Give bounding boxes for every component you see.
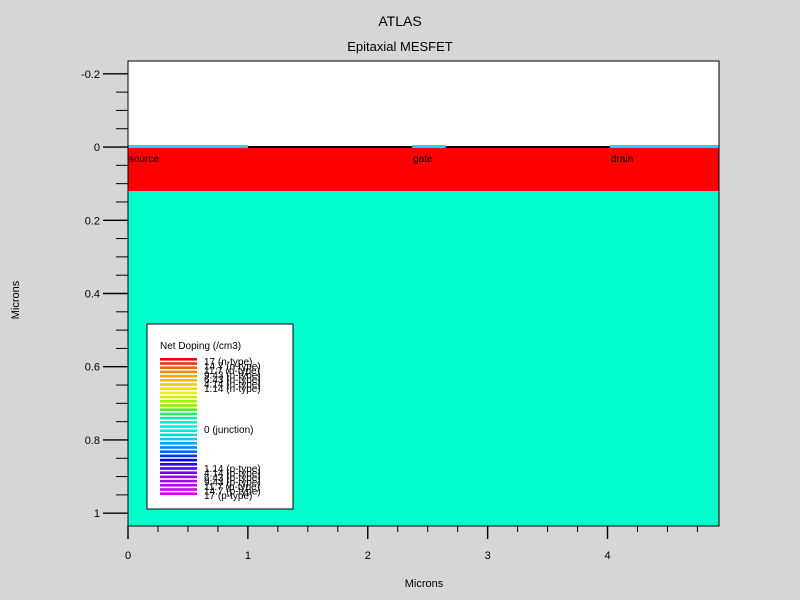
legend-label-n-type: 9.43 (n-type) bbox=[204, 371, 261, 382]
legend-swatch bbox=[160, 374, 197, 378]
legend-swatch bbox=[160, 408, 197, 411]
contact-drain bbox=[609, 145, 719, 149]
legend-swatch bbox=[160, 437, 197, 441]
legend-swatch bbox=[160, 492, 197, 495]
legend-swatch bbox=[160, 433, 197, 437]
x-tick-label: 1 bbox=[245, 550, 251, 562]
legend-swatch bbox=[160, 429, 197, 432]
legend-label-n-type: 17 (n-type) bbox=[204, 357, 252, 368]
y-tick-label: 0.6 bbox=[85, 362, 100, 374]
x-tick-label: 4 bbox=[604, 550, 610, 562]
legend-label-p-type: 6.43 (p-type) bbox=[204, 473, 261, 484]
x-tick-label: 3 bbox=[485, 550, 491, 562]
legend-swatch bbox=[160, 383, 197, 386]
legend-swatch bbox=[160, 387, 197, 390]
legend-swatch bbox=[160, 479, 197, 483]
legend-swatch bbox=[160, 442, 197, 445]
chart-subtitle: Epitaxial MESFET bbox=[347, 39, 453, 54]
region-n-type-epitaxial-layer bbox=[128, 147, 719, 191]
legend-swatch bbox=[160, 458, 197, 462]
legend-swatch bbox=[160, 450, 197, 453]
x-axis-label: Microns bbox=[404, 578, 444, 590]
legend-label-n-type: 11.7 (n-type) bbox=[204, 366, 260, 377]
legend-swatch bbox=[160, 391, 197, 395]
legend-swatch bbox=[160, 471, 197, 474]
legend-swatch bbox=[160, 416, 197, 420]
legend-swatch bbox=[160, 446, 197, 449]
legend-label-p-type: 17 (p-type) bbox=[204, 491, 252, 502]
x-tick-label: 2 bbox=[365, 550, 371, 562]
legend-swatch bbox=[160, 400, 197, 403]
legend-swatch bbox=[160, 362, 197, 365]
legend-label-n-type: 6.43 (n-type) bbox=[204, 375, 261, 386]
legend-title: Net Doping (/cm3) bbox=[160, 341, 241, 352]
contact-gate bbox=[412, 145, 446, 149]
legend-swatch bbox=[160, 404, 197, 407]
legend-swatch bbox=[160, 379, 197, 382]
legend-swatch bbox=[160, 412, 197, 416]
legend-swatch bbox=[160, 358, 197, 361]
legend-swatch bbox=[160, 463, 197, 466]
legend-swatch bbox=[160, 395, 197, 399]
y-tick-label: 0.8 bbox=[85, 435, 100, 447]
legend-swatch bbox=[160, 488, 197, 491]
legend-swatch bbox=[160, 467, 197, 470]
contact-label-gate: gate bbox=[413, 154, 433, 165]
contact-source bbox=[128, 145, 248, 149]
chart-title: ATLAS bbox=[378, 13, 422, 29]
legend-label-p-type: 14.7 (p-type) bbox=[204, 487, 261, 498]
legend: Net Doping (/cm3) 17 (n-type)14.7 (n-type… bbox=[146, 323, 294, 510]
legend-swatch bbox=[160, 484, 197, 487]
legend-swatch bbox=[160, 421, 197, 424]
y-tick-label: 1 bbox=[94, 508, 100, 520]
legend-label-p-type: 1.14 (p-type) bbox=[204, 464, 261, 475]
legend-label-junction: 0 (junction) bbox=[204, 425, 253, 436]
legend-label-n-type: 4.14 (n-type) bbox=[204, 380, 261, 391]
legend-swatch bbox=[160, 454, 197, 458]
legend-label-p-type: 9.43 (p-type) bbox=[204, 478, 261, 489]
contact-label-drain: drain bbox=[611, 154, 633, 165]
legend-label-n-type: 14.7 (n-type) bbox=[204, 362, 261, 373]
legend-label-p-type: 11.7 (p-type) bbox=[204, 482, 260, 493]
y-tick-label: 0 bbox=[94, 142, 100, 154]
y-tick-label: 0.4 bbox=[85, 289, 100, 301]
legend-label-n-type: 1.14 (n-type) bbox=[204, 384, 261, 395]
legend-swatch bbox=[160, 425, 197, 428]
contact-label-source: source bbox=[129, 154, 159, 165]
legend-label-p-type: 4.14 (p-type) bbox=[204, 469, 261, 480]
legend-swatch bbox=[160, 366, 197, 369]
y-tick-label: 0.2 bbox=[85, 215, 100, 227]
legend-swatch bbox=[160, 370, 197, 374]
y-tick-label: -0.2 bbox=[81, 69, 100, 81]
legend-swatch bbox=[160, 475, 197, 479]
region-air bbox=[128, 61, 719, 148]
x-tick-label: 0 bbox=[125, 550, 131, 562]
